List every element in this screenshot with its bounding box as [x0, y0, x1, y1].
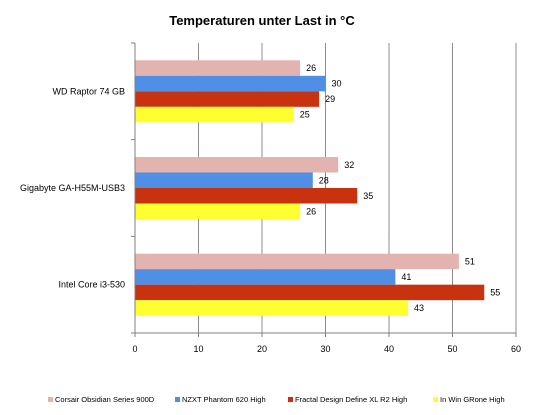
x-tick-label: 50 — [447, 344, 457, 354]
legend-label: In Win GRone High — [440, 395, 505, 404]
x-tick-label: 20 — [257, 344, 267, 354]
data-label: 35 — [363, 191, 373, 201]
data-label: 25 — [300, 110, 310, 120]
bar — [135, 269, 396, 285]
bar — [135, 300, 409, 316]
bar — [135, 203, 301, 219]
bar — [135, 157, 339, 173]
x-tick-label: 30 — [320, 344, 330, 354]
data-labels: 26 30 29 25 32 28 35 26 51 41 55 43 — [300, 63, 501, 313]
legend: Corsair Obsidian Series 900D NZXT Phantom… — [48, 395, 505, 404]
y-category-label: Gigabyte GA-H55M-USB3 — [20, 183, 125, 193]
legend-label: NZXT Phantom 620 High — [182, 395, 266, 404]
data-label: 29 — [325, 94, 335, 104]
data-label: 41 — [401, 272, 411, 282]
bar — [135, 106, 294, 123]
bar — [135, 172, 313, 188]
bar — [135, 253, 459, 270]
legend-swatch — [433, 397, 438, 402]
data-label: 32 — [344, 160, 354, 170]
data-label: 26 — [306, 206, 316, 216]
legend-label: Corsair Obsidian Series 900D — [55, 395, 155, 404]
data-label: 51 — [465, 256, 475, 266]
legend-swatch — [288, 397, 293, 402]
data-label: 43 — [414, 303, 424, 313]
legend-swatch — [175, 397, 180, 402]
bar — [135, 75, 326, 92]
bars — [135, 60, 485, 316]
data-label: 28 — [319, 175, 329, 185]
chart-title: Temperaturen unter Last in °C — [169, 13, 355, 28]
data-label: 26 — [306, 63, 316, 73]
bar — [135, 91, 320, 107]
data-label: 55 — [490, 287, 500, 297]
y-category-label: WD Raptor 74 GB — [52, 86, 125, 96]
axes: 0 10 20 30 40 50 60 WD Raptor 74 GB Gigabyte GA-… — [20, 42, 521, 354]
bar — [135, 284, 485, 301]
x-tick-label: 40 — [384, 344, 394, 354]
legend-swatch — [48, 397, 53, 402]
x-tick-label: 60 — [511, 344, 521, 354]
data-label: 30 — [332, 79, 342, 89]
legend-label: Fractal Design Define XL R2 High — [295, 395, 407, 404]
bar — [135, 188, 358, 204]
x-tick-label: 0 — [132, 344, 137, 354]
bar — [135, 60, 301, 76]
x-tick-label: 10 — [193, 344, 203, 354]
y-category-label: Intel Core i3-530 — [58, 280, 125, 290]
